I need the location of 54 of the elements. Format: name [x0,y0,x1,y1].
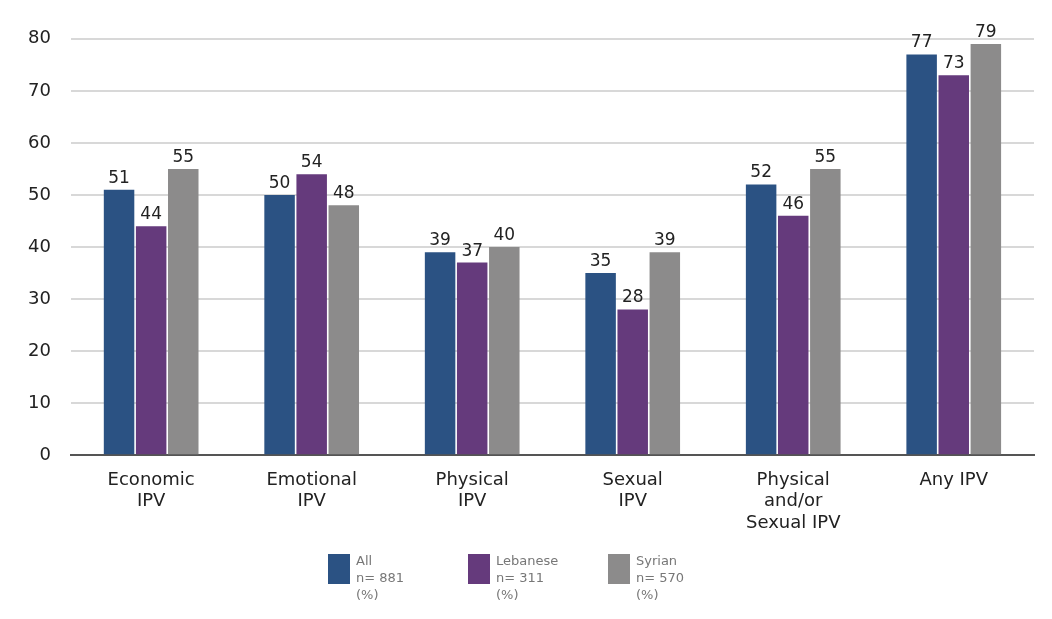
x-tick-label: Economic IPV [107,467,195,511]
y-tick-label: 50 [28,182,51,204]
y-tick-label: 0 [39,442,51,464]
data-label: 40 [493,223,516,244]
bar [135,226,167,455]
data-label: 44 [140,203,162,224]
y-tick-label: 80 [28,26,51,48]
data-label: 28 [621,286,644,307]
y-tick-label: 10 [28,390,51,412]
bar [970,44,1002,455]
legend-label: All n= 881 (%) [356,552,406,603]
data-label: 39 [429,229,451,250]
bar [777,215,809,455]
x-tick-label: Physical and/or Sexual IPV [745,467,842,532]
bar [103,189,135,455]
y-tick-label: 60 [28,130,51,152]
bar [424,252,456,455]
data-label: 46 [782,192,805,213]
data-label: 55 [814,145,837,166]
bar [617,309,648,455]
y-tick-label: 20 [28,338,51,360]
bar [585,273,616,455]
bar [906,54,937,455]
data-label: 54 [300,151,323,172]
y-tick-label: 30 [28,286,51,308]
data-label: 51 [108,166,130,187]
data-label: 50 [268,171,291,192]
legend-label: Syrian n= 570 (%) [636,552,686,603]
legend-label: Lebanese n= 311 (%) [496,552,560,603]
x-tick-label: Physical IPV [435,467,509,511]
y-tick-label: 70 [28,78,51,100]
data-label: 77 [910,31,933,52]
bar [264,194,295,455]
bar [328,205,360,455]
bar [938,75,969,455]
data-label: 55 [172,145,195,166]
data-label: 48 [332,182,355,203]
data-label: 73 [942,52,965,73]
x-tick-label: Emotional IPV [266,467,357,511]
bar [745,184,777,455]
bar [649,252,681,455]
bar [810,168,841,455]
data-label: 35 [589,249,612,270]
y-tick-label: 40 [28,234,51,256]
bar [456,262,488,455]
data-label: 52 [750,161,772,182]
x-tick-label: Any IPV [919,467,989,489]
bar [168,168,199,455]
data-label: 79 [975,20,997,41]
data-label: 39 [653,229,676,250]
data-label: 37 [461,239,484,260]
x-tick-label: Sexual IPV [602,467,663,511]
bar [296,174,327,455]
bar [489,247,520,455]
